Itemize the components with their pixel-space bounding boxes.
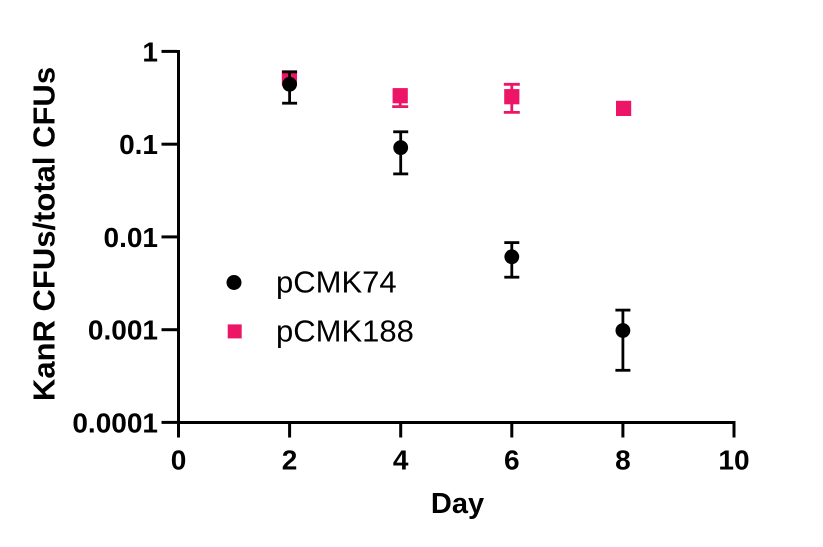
svg-text:8: 8 [615, 445, 631, 476]
svg-text:pCMK188: pCMK188 [276, 314, 414, 349]
svg-text:6: 6 [504, 445, 520, 476]
svg-text:1: 1 [142, 36, 158, 67]
svg-text:0.001: 0.001 [88, 315, 158, 346]
svg-text:0.0001: 0.0001 [72, 407, 158, 438]
svg-text:Day: Day [431, 488, 484, 520]
svg-text:4: 4 [393, 445, 409, 476]
svg-text:0.01: 0.01 [104, 222, 159, 253]
svg-text:0.1: 0.1 [119, 129, 158, 160]
svg-text:10: 10 [718, 445, 749, 476]
svg-text:2: 2 [282, 445, 298, 476]
svg-text:KanR CFUs/total CFUs: KanR CFUs/total CFUs [27, 67, 62, 401]
svg-text:0: 0 [171, 445, 187, 476]
svg-text:pCMK74: pCMK74 [276, 265, 397, 300]
